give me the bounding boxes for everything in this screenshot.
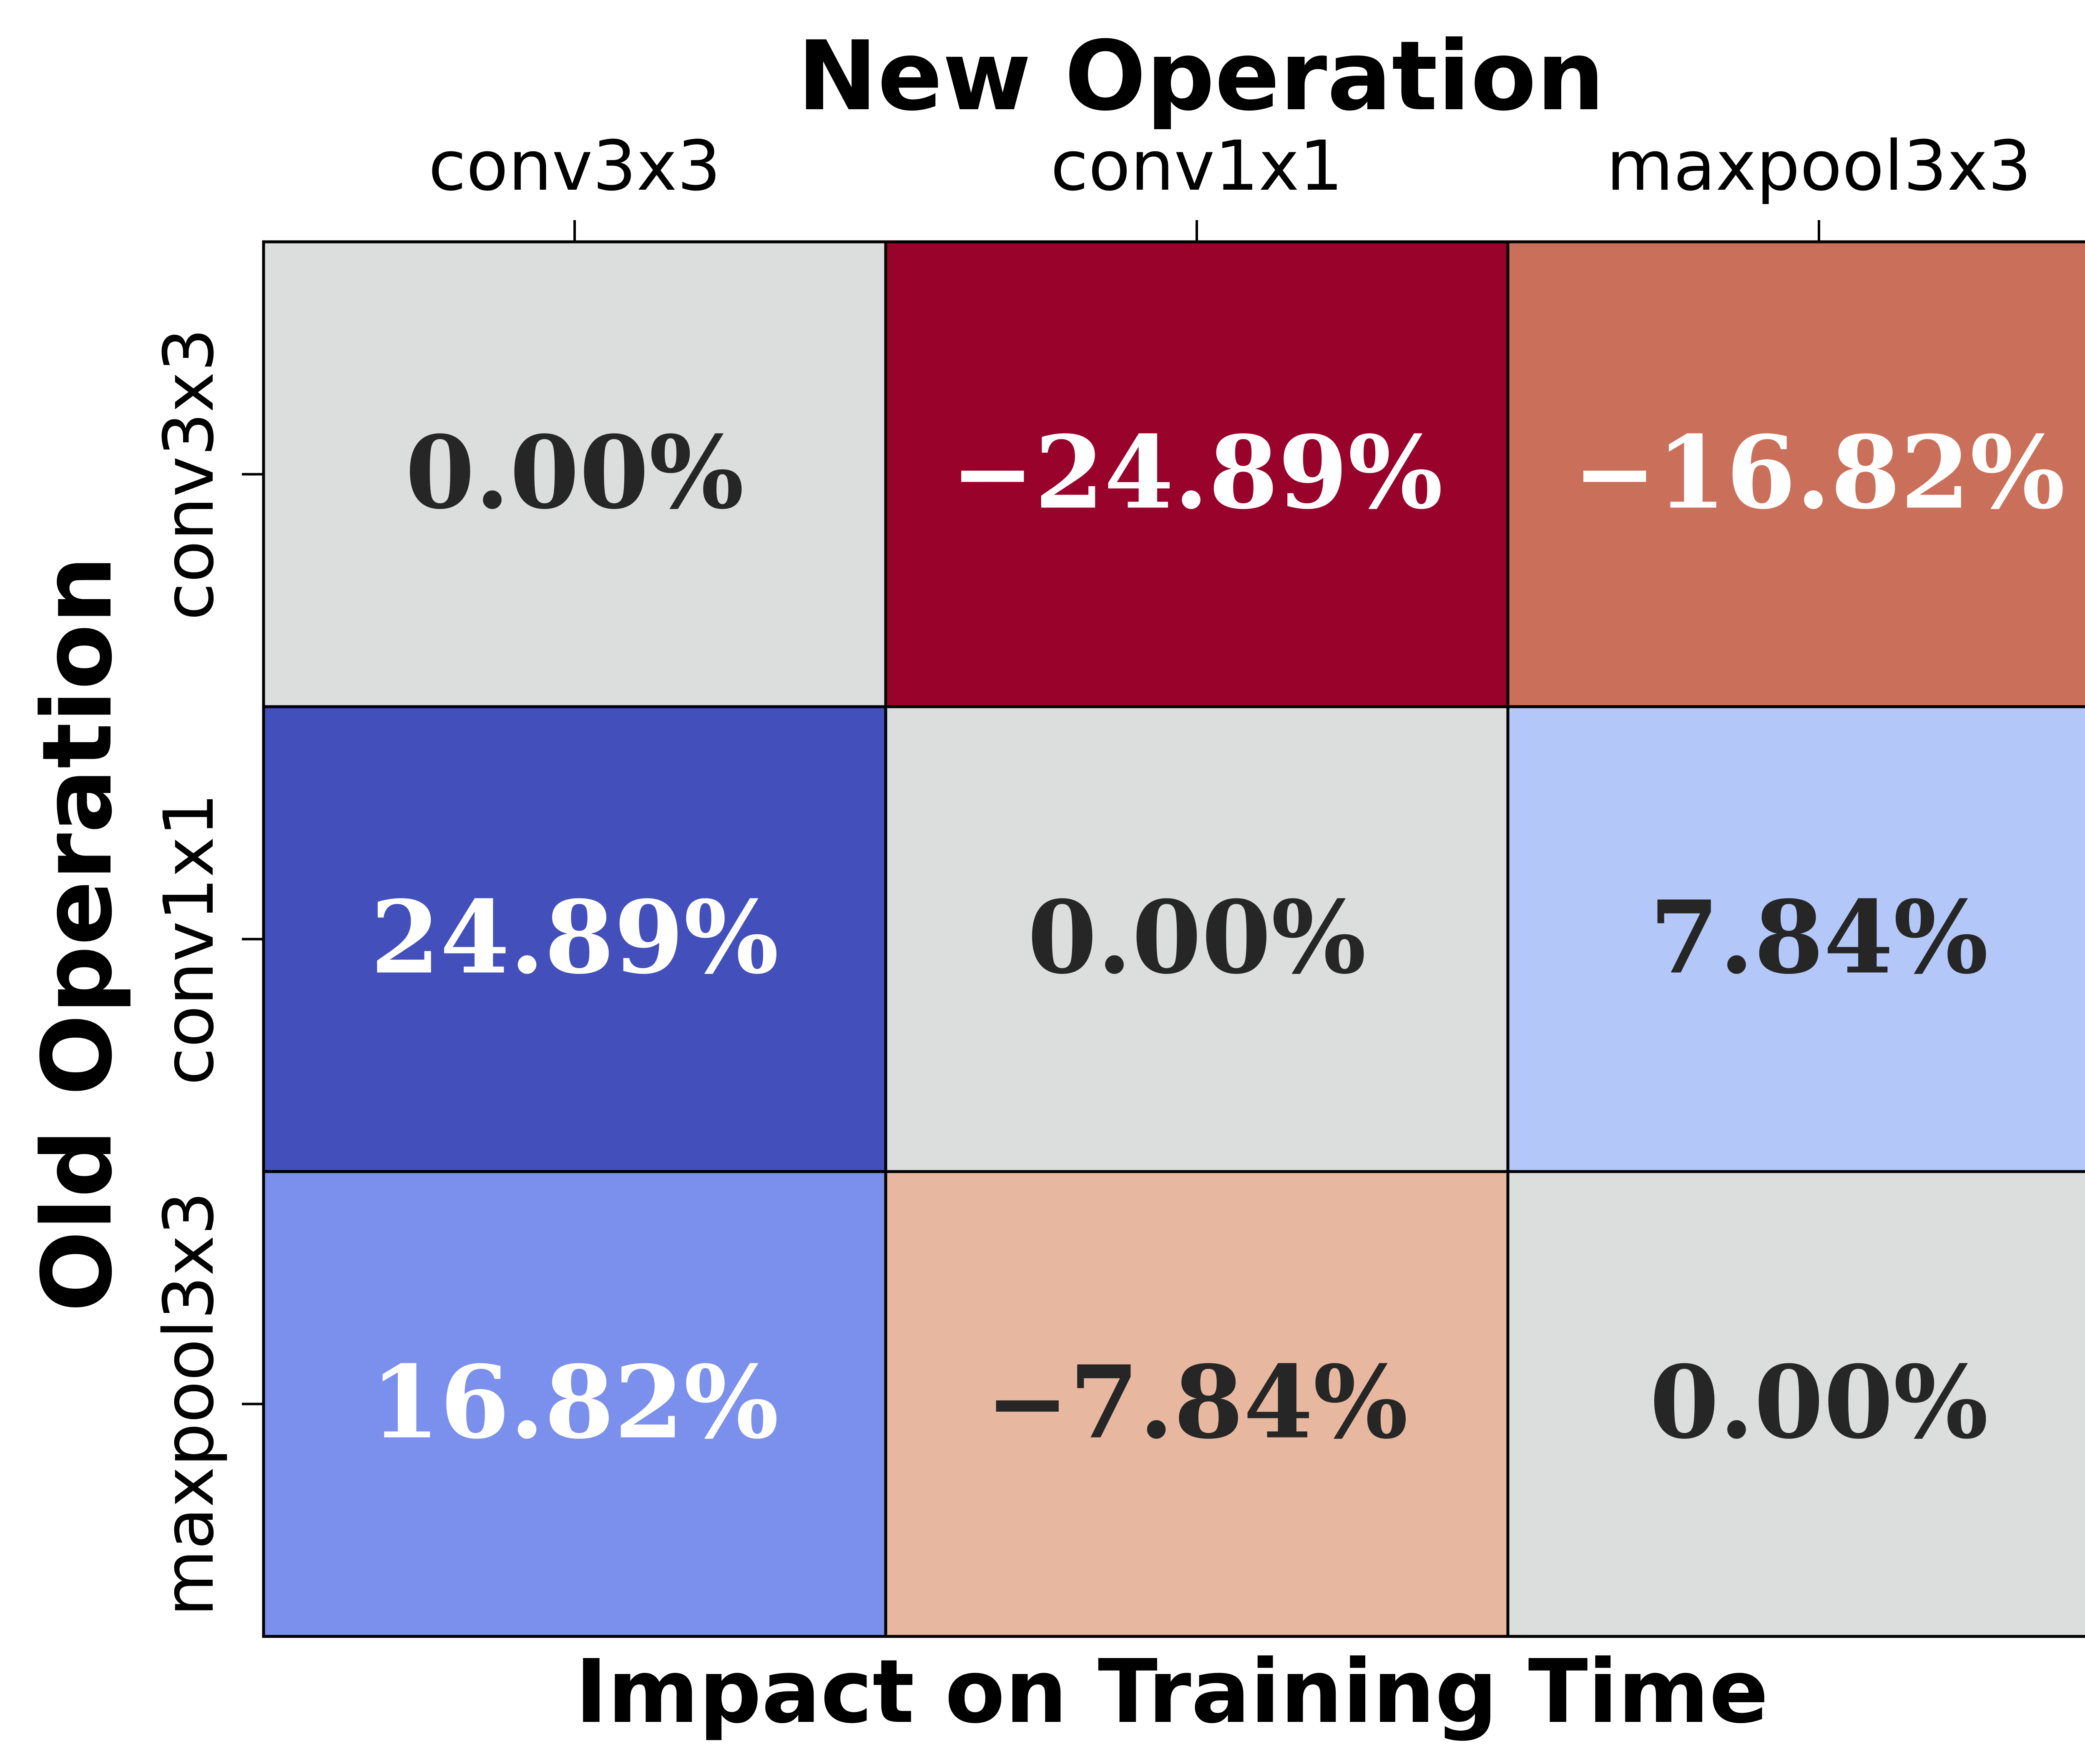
x-axis-ticks: conv3x3 conv1x1 maxpool3x3 xyxy=(428,126,2032,242)
cell-value-label: 24.89% xyxy=(370,879,779,996)
plot-frame xyxy=(262,241,2085,1638)
cell-value-label: −16.82% xyxy=(1573,414,2065,532)
cell-value-label: 0.00% xyxy=(1650,1344,1989,1461)
heatmap-cell-r1-c2 xyxy=(1506,705,2085,1173)
heatmap-cell-r1-c0 xyxy=(262,705,887,1173)
cell-value-label: 0.00% xyxy=(405,414,744,532)
x-tick-label: maxpool3x3 xyxy=(1606,126,2032,206)
heatmap-cell-r0-c2 xyxy=(1506,240,2085,708)
cell-value-label: −24.89% xyxy=(951,414,1443,532)
chart-title: New Operation xyxy=(797,21,1605,132)
heatmap-cell-r2-c2 xyxy=(1506,1170,2085,1638)
x-tick-label: conv3x3 xyxy=(428,126,721,206)
cell-value-label: −7.84% xyxy=(985,1344,1408,1461)
y-tick-label: conv3x3 xyxy=(149,328,229,621)
y-axis-ticks: conv3x3 conv1x1 maxpool3x3 xyxy=(149,328,264,1617)
heatmap-cell-r0-c1 xyxy=(884,240,1510,708)
heatmap-cell-r2-c0 xyxy=(262,1170,887,1638)
heatmap-cell-r1-c1 xyxy=(884,705,1510,1173)
x-tick-label: conv1x1 xyxy=(1050,126,1343,206)
y-axis-label: Old Operation xyxy=(22,556,133,1312)
y-tick-label: maxpool3x3 xyxy=(149,1192,229,1617)
cell-value-label: 0.00% xyxy=(1027,879,1367,996)
cell-value-label: 7.84% xyxy=(1650,879,1989,996)
x-axis-label: Impact on Training Time xyxy=(575,1641,1768,1743)
cell-value-label: 16.82% xyxy=(370,1344,779,1461)
y-tick-label: conv1x1 xyxy=(149,793,229,1086)
heatmap-cell-labels: 0.00% −24.89% −16.82% 24.89% 0.00% 7.84% 16.82… xyxy=(370,414,2065,1461)
heatmap-cells xyxy=(262,240,2085,1638)
